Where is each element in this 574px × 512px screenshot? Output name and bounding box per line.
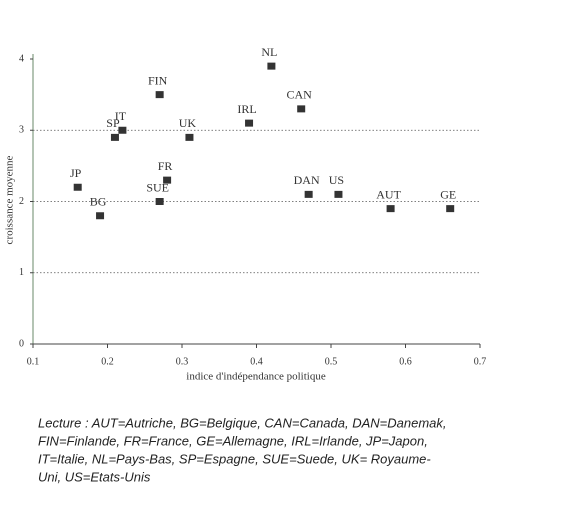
- point-label: IRL: [237, 102, 256, 116]
- point: [386, 205, 395, 213]
- point-label: CAN: [287, 88, 313, 102]
- x-tick-label: 0.2: [101, 356, 114, 367]
- y-tick-label: 3: [19, 125, 24, 136]
- point: [163, 176, 172, 184]
- point: [96, 212, 105, 220]
- y-axis-label: croissance moyenne: [4, 155, 16, 244]
- caption-line: Uni, US=Etats-Unis: [38, 469, 151, 484]
- x-tick-label: 0.1: [27, 356, 40, 367]
- point-label: DAN: [294, 173, 320, 187]
- caption-line: IT=Italie, NL=Pays-Bas, SP=Espagne, SUE=…: [38, 451, 431, 466]
- y-tick-label: 1: [19, 267, 24, 278]
- point-label: IT: [115, 109, 127, 123]
- point-label: JP: [70, 166, 82, 180]
- point: [185, 133, 194, 141]
- x-tick-label: 0.5: [325, 356, 338, 367]
- point: [297, 105, 306, 113]
- point-label: SP: [106, 116, 120, 130]
- point: [245, 119, 254, 127]
- point-label: UK: [179, 116, 197, 130]
- point-label: NL: [261, 45, 277, 59]
- x-tick-label: 0.6: [399, 356, 412, 367]
- y-tick-label: 2: [19, 196, 24, 207]
- point: [155, 91, 164, 99]
- point: [304, 190, 313, 198]
- point-label: AUT: [376, 187, 401, 201]
- point-label: US: [329, 173, 344, 187]
- point: [267, 62, 276, 70]
- caption: Lecture : AUT=Autriche, BG=Belgique, CAN…: [38, 415, 447, 484]
- y-tick-label: 0: [19, 338, 24, 349]
- point-label: GE: [440, 187, 456, 201]
- caption-line: FIN=Finlande, FR=France, GE=Allemagne, I…: [38, 433, 428, 448]
- point: [334, 190, 343, 198]
- point: [118, 126, 127, 134]
- caption-line: Lecture : AUT=Autriche, BG=Belgique, CAN…: [38, 415, 447, 430]
- y-tick-label: 4: [19, 53, 24, 64]
- point-label: BG: [90, 195, 107, 209]
- x-tick-label: 0.7: [474, 356, 487, 367]
- point: [155, 198, 164, 205]
- point: [73, 183, 82, 191]
- x-axis-label: indice d'indépendance politique: [186, 371, 326, 383]
- point-label: FR: [158, 159, 173, 173]
- point-label: SUE: [146, 180, 169, 194]
- point: [110, 133, 119, 141]
- x-tick-label: 0.3: [176, 356, 189, 367]
- point-label: FIN: [148, 73, 168, 87]
- point: [446, 205, 455, 213]
- x-tick-label: 0.4: [250, 356, 263, 367]
